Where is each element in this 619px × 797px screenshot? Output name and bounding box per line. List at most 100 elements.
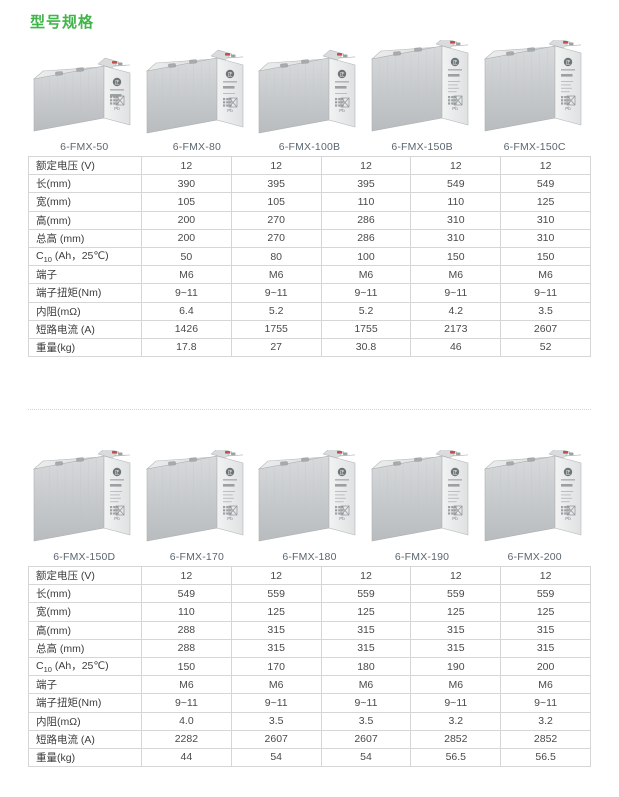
spec-value-cell: 200 — [141, 228, 232, 248]
spec-value-cell: 125 — [230, 602, 322, 622]
spec-value-cell: M6 — [500, 265, 591, 285]
spec-value-cell: 315 — [500, 620, 591, 640]
spec-value-cell: M6 — [320, 675, 412, 695]
spec-value-cell: M6 — [500, 675, 591, 695]
spec-value-cell: 9~11 — [500, 693, 591, 713]
product-model-label: 6-FMX-200 — [507, 551, 562, 563]
spec-value-cell: 12 — [410, 155, 502, 176]
svg-text:Pb: Pb — [565, 516, 571, 521]
spec-value-cell: 180 — [320, 656, 412, 677]
spec-row-label: 端子 — [28, 265, 142, 285]
product-cell: 正 Pb 6-FMX-150D — [28, 450, 141, 566]
table-row: 重量(kg) 17.8 27 30.8 46 52 — [28, 337, 591, 358]
spec-row-label: 端子扭矩(Nm) — [28, 693, 142, 713]
battery-icon: 正 Pb — [32, 44, 136, 136]
spec-value-cell: 54 — [320, 747, 412, 768]
svg-text:正: 正 — [565, 60, 570, 66]
spec-value-cell: 56.5 — [410, 747, 502, 768]
spec-value-cell: 2607 — [320, 729, 412, 749]
product-cell: 正 Pb 6-FMX-50 — [28, 44, 141, 156]
table-row: 端子扭矩(Nm) 9~11 9~11 9~11 9~11 9~11 — [28, 283, 591, 303]
spec-value-cell: 125 — [500, 192, 591, 212]
page-title: 型号规格 — [30, 14, 95, 31]
spec-value-cell: 315 — [230, 638, 322, 658]
spec-row-label: 重量(kg) — [28, 337, 142, 358]
svg-text:Pb: Pb — [452, 516, 458, 521]
table-row: 高(mm) 200 270 286 310 310 — [28, 210, 591, 230]
spec-value-cell: 315 — [230, 620, 322, 640]
spec-value-cell: 270 — [230, 228, 322, 248]
spec-value-cell: 12 — [320, 155, 412, 176]
spec-row-label: 额定电压 (V) — [28, 565, 142, 586]
spec-value-cell: 4.2 — [410, 301, 502, 321]
spec-value-cell: 3.5 — [320, 711, 412, 731]
spec-value-cell: 3.2 — [500, 711, 591, 731]
spec-value-cell: 2852 — [410, 729, 502, 749]
capacity-suffix: (Ah，25℃) — [51, 250, 109, 263]
spec-value-cell: 5.2 — [320, 301, 412, 321]
spec-value-cell: 549 — [141, 584, 232, 604]
battery-icon: 正 Pb — [370, 40, 474, 136]
spec-value-cell: 9~11 — [141, 283, 232, 303]
spec-value-cell: 3.5 — [230, 711, 322, 731]
spec-value-cell: 315 — [320, 620, 412, 640]
spec-value-cell: 125 — [320, 602, 412, 622]
spec-value-cell: 12 — [500, 565, 591, 586]
spec-value-cell: 200 — [500, 656, 591, 677]
product-cell: 正 Pb 6-FMX-200 — [478, 450, 591, 566]
spec-value-cell: 2282 — [141, 729, 232, 749]
svg-text:正: 正 — [227, 470, 232, 476]
spec-row-label: C10 (Ah，25℃) — [28, 656, 142, 677]
svg-text:Pb: Pb — [340, 516, 346, 521]
spec-value-cell: 30.8 — [320, 337, 412, 358]
svg-text:正: 正 — [340, 72, 345, 78]
spec-value-cell: 549 — [500, 174, 591, 194]
svg-text:Pb: Pb — [452, 106, 458, 111]
spec-value-cell: 12 — [141, 565, 232, 586]
spec-value-cell: 5.2 — [230, 301, 322, 321]
spec-value-cell: 2607 — [230, 729, 322, 749]
product-cell: 正 Pb 6-FMX-180 — [253, 450, 366, 566]
spec-row-label: 端子扭矩(Nm) — [28, 283, 142, 303]
spec-value-cell: 1755 — [230, 319, 322, 339]
spec-value-cell: 110 — [410, 192, 502, 212]
spec-value-cell: 286 — [320, 228, 412, 248]
table-row: 短路电流 (A) 1426 1755 1755 2173 2607 — [28, 319, 591, 339]
svg-text:Pb: Pb — [115, 106, 121, 111]
svg-text:Pb: Pb — [227, 516, 233, 521]
spec-value-cell: 50 — [141, 246, 232, 267]
spec-value-cell: 12 — [230, 565, 322, 586]
spec-row-label: 短路电流 (A) — [28, 319, 142, 339]
spec-row-label: 总高 (mm) — [28, 638, 142, 658]
spec-value-cell: 9~11 — [141, 693, 232, 713]
spec-value-cell: 9~11 — [320, 693, 412, 713]
table-row: 高(mm) 288 315 315 315 315 — [28, 620, 591, 640]
dotted-divider — [28, 409, 591, 410]
product-model-label: 6-FMX-150C — [503, 141, 566, 153]
product-image-strip: 正 Pb 6-FMX-50 正 Pb 6-FMX-80 正 Pb 6-FMX-100B — [28, 40, 591, 156]
spec-value-cell: 12 — [320, 565, 412, 586]
spec-value-cell: 12 — [230, 155, 322, 176]
spec-value-cell: 1426 — [141, 319, 232, 339]
spec-value-cell: 315 — [320, 638, 412, 658]
capacity-subscript: 10 — [43, 665, 52, 675]
spec-value-cell: 9~11 — [230, 693, 322, 713]
spec-value-cell: 100 — [320, 246, 412, 267]
spec-row-label: 高(mm) — [28, 210, 142, 230]
spec-row-label: 宽(mm) — [28, 192, 142, 212]
spec-value-cell: 9~11 — [320, 283, 412, 303]
product-model-label: 6-FMX-190 — [394, 551, 450, 563]
spec-value-cell: 110 — [141, 602, 232, 622]
table-row: 内阻(mΩ) 4.0 3.5 3.5 3.2 3.2 — [28, 711, 591, 731]
product-cell: 正 Pb 6-FMX-80 — [141, 44, 254, 156]
spec-value-cell: 4.0 — [141, 711, 232, 731]
battery-icon: 正 Pb — [257, 44, 361, 136]
spec-value-cell: 395 — [230, 174, 322, 194]
spec-row-label: 额定电压 (V) — [28, 155, 142, 176]
spec-value-cell: 105 — [141, 192, 232, 212]
spec-value-cell: 12 — [410, 565, 502, 586]
table-row: C10 (Ah，25℃) 50 80 100 150 150 — [28, 246, 591, 267]
spec-value-cell: M6 — [230, 675, 322, 695]
spec-value-cell: 310 — [410, 228, 502, 248]
